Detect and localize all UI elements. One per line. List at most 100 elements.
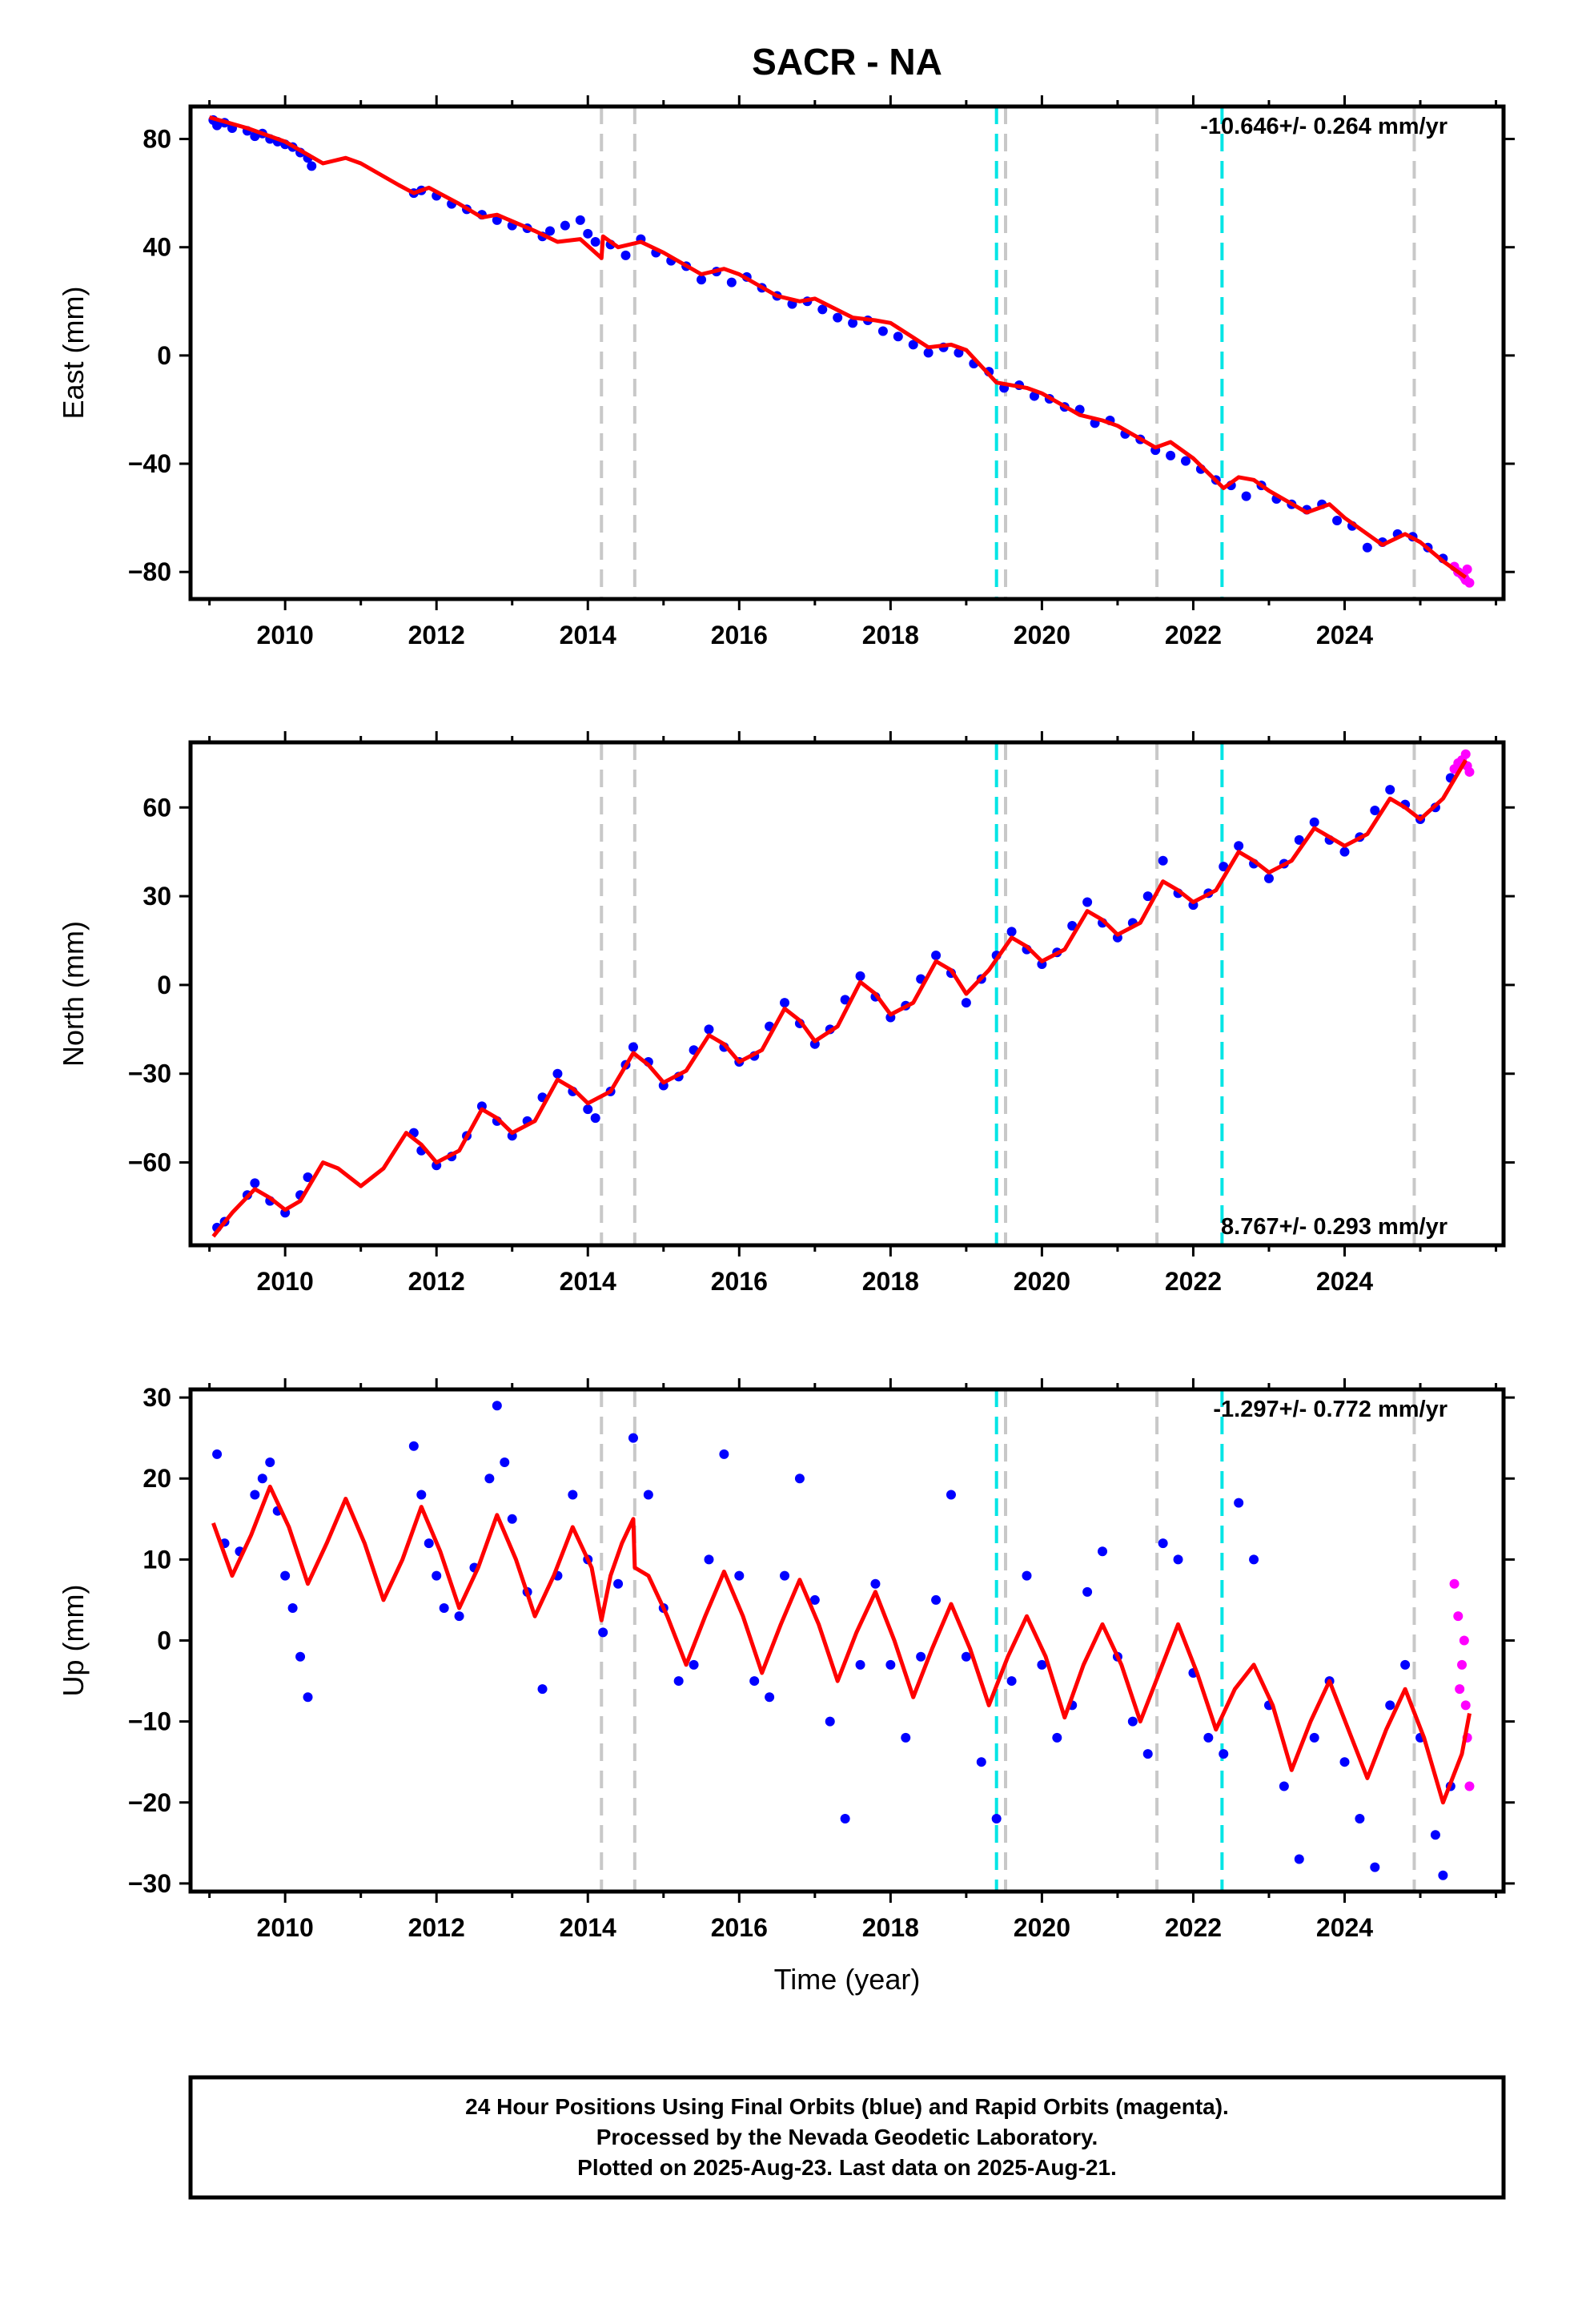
- east-final-point: [954, 348, 964, 358]
- north-final-point: [1309, 817, 1319, 827]
- east-final-point: [1166, 450, 1176, 460]
- up-rapid-point: [1455, 1684, 1465, 1695]
- up-final-point: [780, 1570, 790, 1581]
- up-rapid-point: [1460, 1700, 1471, 1711]
- east-final-point: [833, 312, 843, 323]
- east-panel: 2010 2012 2014 2016 2018 2020 2022 2024 −80 −40 0 4…: [57, 95, 1515, 649]
- up-final-point: [295, 1651, 306, 1662]
- north-y-tick-label: −30: [128, 1059, 171, 1088]
- up-final-point: [628, 1433, 638, 1443]
- up-final-point: [825, 1716, 835, 1727]
- up-final-point: [1037, 1659, 1047, 1670]
- up-y-tick-label: 0: [157, 1626, 171, 1655]
- north-final-point: [704, 1024, 714, 1035]
- north-x-tick-label: 2012: [408, 1267, 465, 1296]
- footer-box: [188, 2075, 1506, 2200]
- up-x-tick-label: 2010: [257, 1913, 314, 1942]
- up-final-point: [1098, 1546, 1108, 1557]
- up-final-point: [408, 1441, 419, 1451]
- up-final-point: [1385, 1700, 1395, 1711]
- up-final-point: [454, 1611, 464, 1622]
- east-y-tick-label: −40: [128, 449, 171, 478]
- up-x-tick-label: 2022: [1165, 1913, 1222, 1942]
- east-final-point: [307, 161, 317, 171]
- up-final-point: [643, 1490, 653, 1500]
- up-final-point: [1127, 1716, 1138, 1727]
- north-x-tick-label: 2018: [862, 1267, 919, 1296]
- up-x-tick-label: 2014: [560, 1913, 616, 1942]
- up-final-point: [870, 1578, 881, 1589]
- north-rapid-point: [1464, 766, 1475, 777]
- up-final-point: [809, 1594, 820, 1605]
- north-x-tick-label: 2010: [257, 1267, 314, 1296]
- up-final-point: [484, 1474, 495, 1484]
- up-final-point: [734, 1570, 745, 1581]
- north-final-point: [1067, 921, 1078, 931]
- east-x-tick-label: 2020: [1014, 621, 1070, 649]
- east-final-point: [1241, 491, 1251, 501]
- up-final-point: [765, 1692, 775, 1703]
- east-x-tick-label: 2014: [560, 621, 616, 649]
- up-final-point: [280, 1570, 291, 1581]
- up-final-point: [689, 1659, 699, 1670]
- east-final-point: [726, 277, 737, 287]
- up-rapid-point: [1464, 1781, 1475, 1791]
- up-x-tick-label: 2018: [862, 1913, 919, 1942]
- up-final-point: [1430, 1830, 1440, 1840]
- east-y-tick-label: 40: [143, 233, 171, 262]
- up-final-point: [303, 1692, 313, 1703]
- up-y-tick-label: 20: [143, 1464, 171, 1493]
- up-final-point: [598, 1627, 608, 1638]
- up-final-point: [613, 1578, 624, 1589]
- up-final-point: [704, 1554, 714, 1565]
- east-final-point: [575, 215, 585, 225]
- north-final-point: [840, 995, 850, 1005]
- up-final-point: [749, 1676, 760, 1687]
- east-final-point: [877, 326, 888, 336]
- east-y-tick-label: −80: [128, 557, 171, 586]
- east-x-tick-label: 2024: [1316, 621, 1373, 649]
- up-final-point: [961, 1651, 971, 1662]
- east-final-point: [250, 131, 260, 142]
- east-final-point: [1029, 391, 1039, 401]
- up-final-point: [931, 1594, 942, 1605]
- north-final-point: [1385, 785, 1395, 795]
- up-final-point: [976, 1757, 986, 1767]
- up-panel: 2010 2012 2014 2016 2018 2020 2022 2024−30−20−1…: [57, 1378, 1515, 1942]
- east-final-point: [1180, 456, 1191, 466]
- north-y-tick-label: 60: [143, 793, 171, 822]
- east-rate-label: -10.646+/- 0.264 mm/yr: [1200, 114, 1447, 139]
- up-final-point: [1279, 1781, 1289, 1791]
- east-x-tick-label: 2012: [408, 621, 465, 649]
- north-final-point: [628, 1042, 638, 1052]
- north-final-point: [855, 971, 865, 981]
- north-final-point: [303, 1172, 313, 1183]
- up-rapid-point: [1459, 1635, 1469, 1646]
- up-final-point: [432, 1570, 442, 1581]
- east-y-tick-label: 0: [157, 341, 171, 370]
- up-final-point: [439, 1603, 449, 1614]
- east-y-tick-label: 80: [143, 125, 171, 154]
- north-y-tick-label: 0: [157, 971, 171, 999]
- up-x-tick-label: 2020: [1014, 1913, 1070, 1942]
- up-final-point: [1339, 1757, 1350, 1767]
- up-final-point: [265, 1458, 275, 1468]
- up-final-point: [1400, 1659, 1411, 1670]
- up-final-point: [1142, 1749, 1153, 1759]
- up-final-point: [416, 1490, 427, 1500]
- east-final-point: [590, 236, 600, 247]
- north-y-tick-label: −60: [128, 1148, 171, 1177]
- north-data-layer: [211, 742, 1475, 1245]
- up-final-point: [257, 1474, 267, 1484]
- north-final-point: [1082, 897, 1093, 907]
- up-final-point: [568, 1490, 578, 1500]
- north-final-point: [931, 950, 942, 960]
- east-final-point: [923, 348, 934, 358]
- north-x-tick-label: 2022: [1165, 1267, 1222, 1296]
- footer-line-2: Processed by the Nevada Geodetic Laborat…: [596, 2125, 1098, 2149]
- north-x-tick-label: 2024: [1316, 1267, 1373, 1296]
- east-plot-frame: [188, 104, 1506, 601]
- up-rate-label: -1.297+/- 0.772 mm/yr: [1213, 1397, 1447, 1422]
- up-final-point: [1249, 1554, 1259, 1565]
